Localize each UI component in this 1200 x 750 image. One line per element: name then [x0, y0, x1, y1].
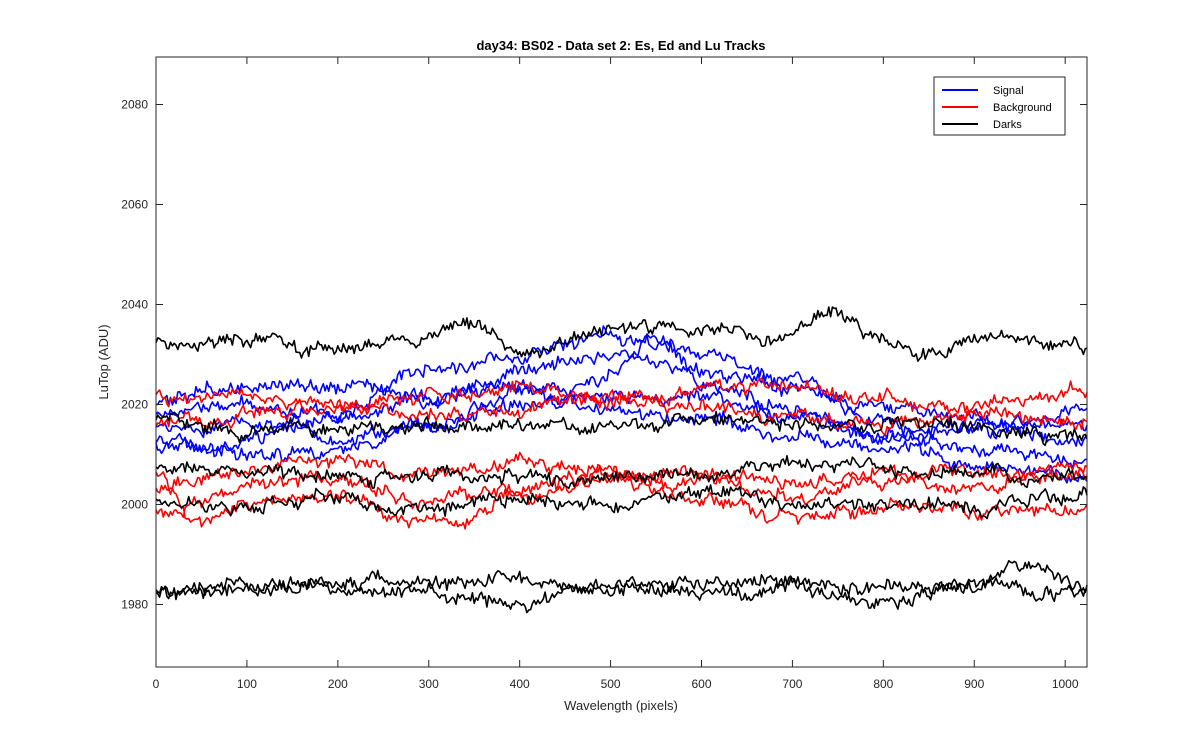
series-line-background-8 [155, 461, 1088, 518]
series-layer [155, 306, 1088, 614]
y-tick-label: 2060 [121, 198, 148, 212]
y-tick-label: 2080 [121, 98, 148, 112]
series-line-signal-2 [155, 349, 1088, 470]
y-tick-label: 2040 [121, 298, 148, 312]
y-axis-ticks: 1980 2000 2020 2040 2060 2080 [121, 98, 1087, 612]
x-tick-label: 700 [782, 677, 802, 691]
legend-label-background: Background [993, 102, 1052, 114]
y-tick-label: 2020 [121, 398, 148, 412]
series-line-darks-12 [155, 455, 1088, 490]
series-line-darks-11 [155, 410, 1088, 447]
x-tick-label: 800 [873, 677, 893, 691]
series-line-darks-15 [155, 576, 1088, 614]
x-tick-label: 0 [153, 677, 160, 691]
x-axis-ticks: 0 100 200 300 400 500 600 700 800 900 1000 [153, 57, 1079, 691]
x-tick-label: 500 [601, 677, 621, 691]
series-line-darks-10 [155, 306, 1088, 362]
y-tick-label: 2000 [121, 498, 148, 512]
legend: Signal Background Darks [933, 76, 1066, 136]
x-tick-label: 900 [964, 677, 984, 691]
y-axis-label: LuTop (ADU) [96, 324, 111, 399]
series-line-signal-4 [155, 384, 1088, 463]
series-line-background-6 [155, 389, 1088, 436]
x-tick-label: 600 [691, 677, 711, 691]
chart-title: day34: BS02 - Data set 2: Es, Ed and Lu … [476, 38, 765, 53]
x-tick-label: 400 [510, 677, 530, 691]
legend-label-signal: Signal [993, 85, 1024, 97]
series-line-signal-1 [155, 325, 1088, 439]
series-line-background-9 [155, 471, 1088, 530]
series-line-signal-3 [155, 333, 1088, 484]
legend-label-darks: Darks [993, 119, 1022, 131]
plot-area-frame [155, 56, 1088, 668]
x-tick-label: 100 [237, 677, 257, 691]
x-axis-label: Wavelength (pixels) [564, 698, 678, 713]
series-line-signal-0 [155, 378, 1088, 447]
x-tick-label: 1000 [1052, 677, 1079, 691]
y-tick-label: 1980 [121, 598, 148, 612]
x-tick-label: 300 [419, 677, 439, 691]
x-tick-label: 200 [328, 677, 348, 691]
series-line-darks-13 [155, 484, 1088, 520]
